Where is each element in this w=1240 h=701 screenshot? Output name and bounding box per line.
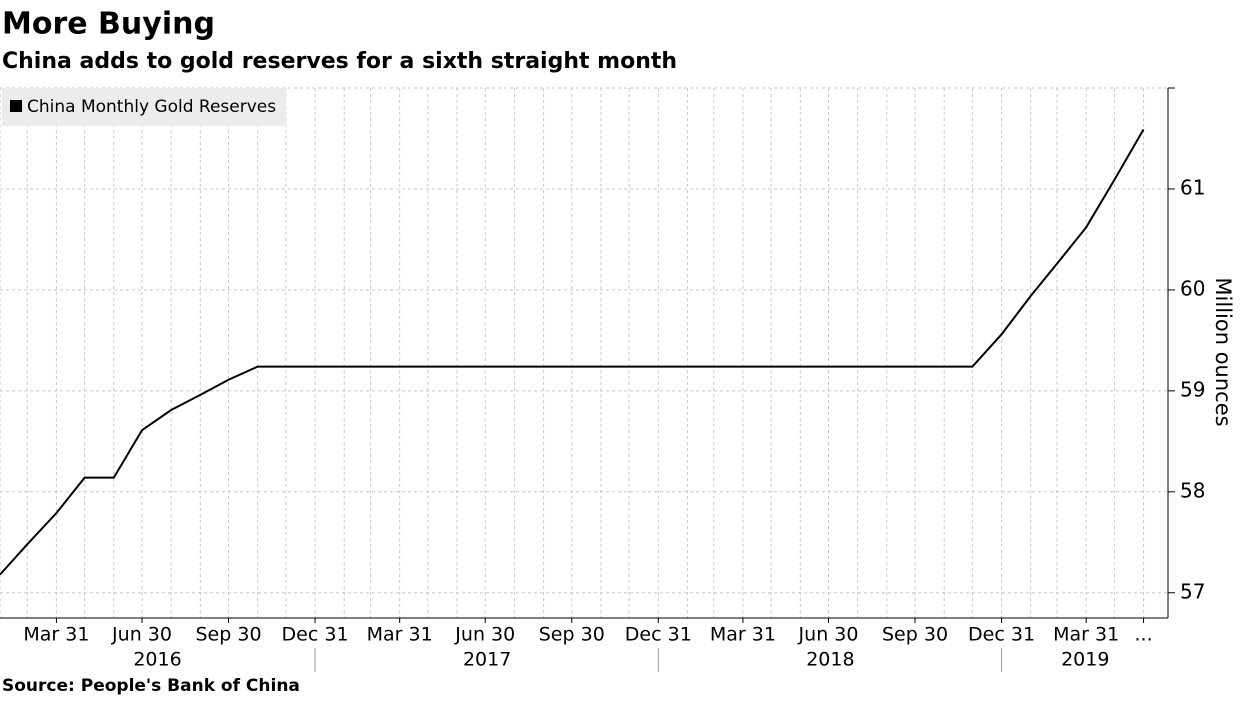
y-axis-label: Million ounces — [1211, 277, 1235, 426]
x-tick-label: Sep 30 — [882, 624, 948, 646]
x-group-label: 2018 — [806, 649, 854, 671]
legend-label: China Monthly Gold Reserves — [27, 97, 276, 117]
y-tick-label: 57 — [1180, 579, 1205, 603]
x-tick-label: ... — [1134, 624, 1152, 646]
chart-subtitle: China adds to gold reserves for a sixth … — [2, 49, 677, 74]
x-tick-label: Dec 31 — [282, 624, 349, 646]
x-group-label: 2016 — [133, 649, 181, 671]
x-tick-label: Mar 31 — [23, 624, 89, 646]
x-tick-label: Sep 30 — [539, 624, 605, 646]
series-line — [0, 128, 1145, 576]
y-tick-label: 60 — [1180, 276, 1205, 300]
y-tick-label: 61 — [1180, 175, 1205, 199]
legend-swatch — [10, 100, 22, 112]
x-tick-label: Sep 30 — [196, 624, 262, 646]
x-tick-label: Jun 30 — [111, 624, 172, 646]
legend: China Monthly Gold Reserves — [2, 88, 286, 126]
source: Source: People's Bank of China — [2, 676, 300, 696]
x-tick-label: Dec 31 — [968, 624, 1035, 646]
x-tick-label: Jun 30 — [798, 624, 859, 646]
x-group-label: 2019 — [1061, 649, 1109, 671]
chart-title: More Buying — [2, 7, 215, 42]
x-tick-label: Dec 31 — [625, 624, 692, 646]
x-tick-label: Mar 31 — [710, 624, 776, 646]
x-tick-label: Jun 30 — [454, 624, 515, 646]
y-tick-label: 59 — [1180, 377, 1205, 401]
x-tick-label: Mar 31 — [367, 624, 433, 646]
x-group-label: 2017 — [463, 649, 511, 671]
legend-box — [2, 88, 286, 126]
x-tick-label: Mar 31 — [1053, 624, 1119, 646]
y-tick-label: 58 — [1180, 478, 1205, 502]
